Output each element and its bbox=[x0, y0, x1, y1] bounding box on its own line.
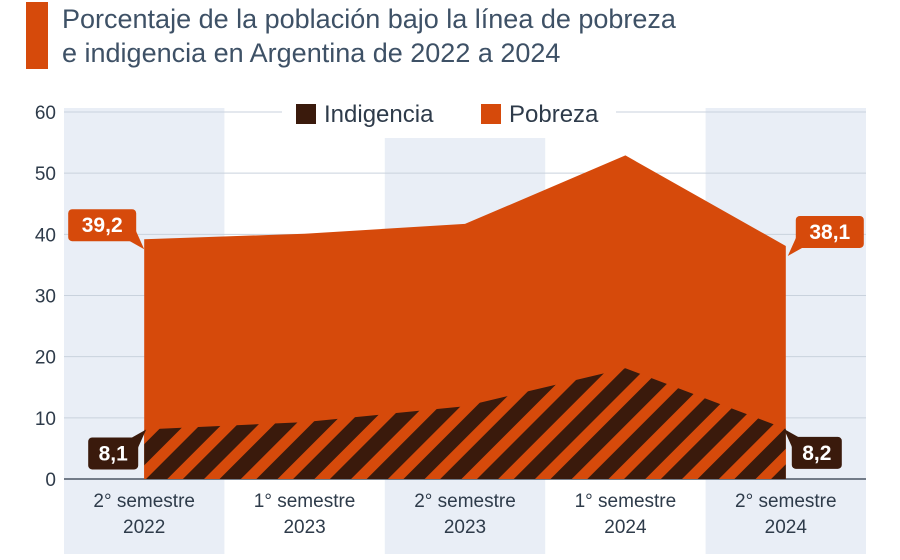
legend: Indigencia Pobreza bbox=[282, 90, 616, 138]
chart-title: Porcentaje de la población bajo la línea… bbox=[62, 2, 882, 70]
y-tick-label: 10 bbox=[35, 409, 56, 430]
title-accent-bar bbox=[26, 2, 48, 69]
x-tick-label: 1° semestre 2024 bbox=[575, 491, 677, 538]
legend-box bbox=[282, 90, 616, 138]
y-tick-label: 0 bbox=[45, 470, 56, 491]
data-label-text: 8,1 bbox=[99, 442, 129, 465]
x-tick-label: 2° semestre 2023 bbox=[414, 491, 516, 538]
chart-title-line-1: Porcentaje de la población bajo la línea… bbox=[62, 4, 676, 34]
legend-swatch-indigencia bbox=[296, 104, 316, 124]
x-axis-ticks: 2° semestre 2022 1° semestre 2023 2° semestr… bbox=[93, 491, 836, 538]
legend-label-pobreza: Pobreza bbox=[509, 101, 599, 128]
x-tick-label: 2° semestre 2022 bbox=[93, 491, 195, 538]
y-tick-label: 50 bbox=[35, 164, 56, 185]
legend-label-indigencia: Indigencia bbox=[324, 101, 434, 128]
x-tick-label: 1° semestre 2023 bbox=[254, 491, 356, 538]
area-indigencia bbox=[144, 368, 786, 479]
y-tick-label: 60 bbox=[35, 103, 56, 124]
data-label-text: 38,1 bbox=[809, 221, 850, 244]
data-label-pobreza-4: 38,1 bbox=[787, 215, 864, 256]
data-label-text: 8,2 bbox=[802, 442, 831, 465]
data-label-indigencia-0: 8,1 bbox=[88, 429, 147, 470]
x-tick-label: 2° semestre 2024 bbox=[735, 491, 837, 538]
y-tick-label: 20 bbox=[35, 348, 56, 369]
y-axis-ticks: 0 10 20 30 40 50 60 bbox=[35, 103, 56, 491]
y-tick-label: 40 bbox=[35, 225, 56, 246]
data-labels: 39,2 38,1 8,1 8,2 bbox=[68, 209, 864, 470]
chart-title-line-2: e indigencia en Argentina de 2022 a 2024 bbox=[62, 38, 561, 68]
data-areas bbox=[144, 155, 786, 479]
data-label-text: 39,2 bbox=[82, 214, 123, 237]
data-label-pobreza-0: 39,2 bbox=[68, 209, 145, 250]
legend-swatch-pobreza bbox=[481, 104, 501, 124]
y-tick-label: 30 bbox=[35, 287, 56, 308]
data-label-indigencia-4: 8,2 bbox=[783, 428, 842, 469]
